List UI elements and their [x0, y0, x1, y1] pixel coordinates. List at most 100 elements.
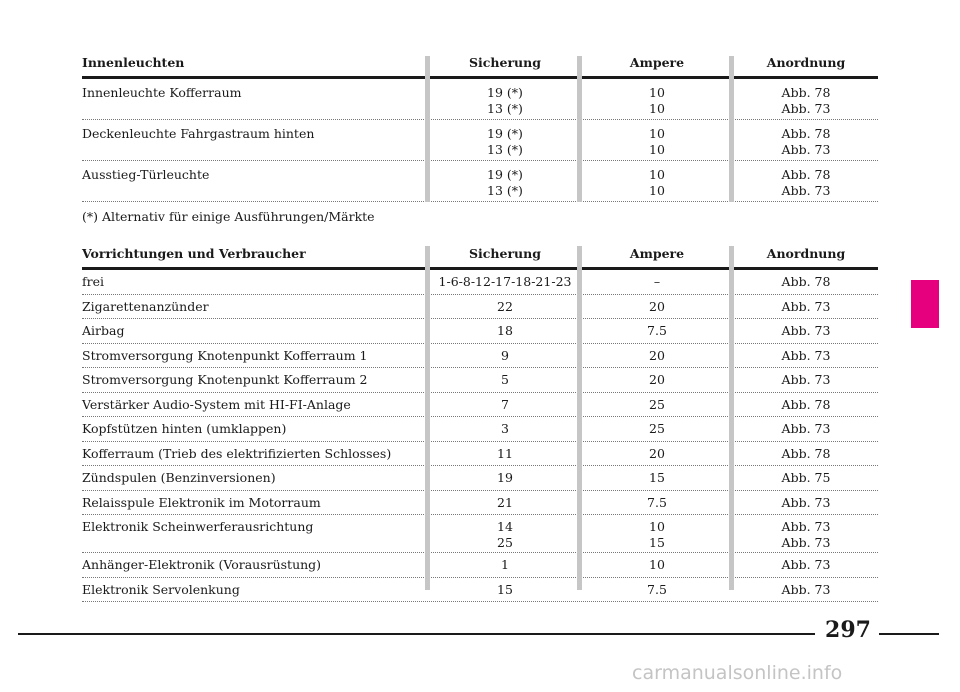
table-row: Kofferraum (Trieb des elektrifizierten S…	[82, 442, 878, 466]
ampere-value: 7.5	[647, 323, 667, 338]
interior-lights-table: Innenleuchten Sicherung Ampere Anordnung…	[82, 52, 878, 202]
ampere-value-cell: 7.5	[582, 582, 732, 598]
fuse-value-cell: 21	[430, 495, 580, 511]
location-value: Abb. 73	[781, 535, 831, 550]
ampere-value: 7.5	[647, 581, 667, 597]
location-value-cell: Abb. 78 Abb. 73	[734, 126, 878, 158]
ampere-value: 20	[649, 347, 665, 363]
ampere-value-cell: 20	[582, 372, 732, 388]
fuse-value-cell: 1	[430, 557, 580, 573]
ampere-value: 10	[649, 101, 665, 116]
fuse-value-cell: 19 (*) 13 (*)	[430, 167, 580, 199]
location-value-cell: Abb. 78	[734, 397, 878, 413]
row-label: Verstärker Audio-System mit HI-FI-Anlage	[82, 396, 351, 412]
location-value-cell: Abb. 73	[734, 582, 878, 598]
row-label: Stromversorgung Knotenpunkt Kofferraum 2	[82, 372, 368, 387]
row-label: Elektronik Servolenkung	[82, 581, 240, 597]
column-separator	[425, 56, 430, 202]
column-separator	[425, 246, 430, 590]
location-value: Abb. 73	[781, 372, 831, 387]
ampere-value: 7.5	[647, 494, 667, 510]
row-label: Relaisspule Elektronik im Motorraum	[82, 494, 321, 510]
table-row: Anhänger-Elektronik (Vorausrüstung) 1 10 Ab…	[82, 553, 878, 578]
location-value-cell: Abb. 73 Abb. 73	[734, 519, 878, 551]
location-value: Abb. 73	[781, 519, 831, 534]
fuse-value-cell: 15	[430, 582, 580, 598]
ampere-value: 15	[649, 470, 665, 485]
ampere-value: 10	[649, 519, 665, 534]
header-amp: Ampere	[629, 246, 685, 261]
fuse-value-cell: 19 (*) 13 (*)	[430, 85, 580, 117]
table-body: Innenleuchte Kofferraum 19 (*) 13 (*) 10 10 A…	[82, 79, 878, 202]
row-label: Innenleuchte Kofferraum	[82, 85, 242, 100]
table-row: Stromversorgung Knotenpunkt Kofferraum 1…	[82, 344, 878, 368]
location-value-cell: Abb. 78 Abb. 73	[734, 85, 878, 117]
row-label: Zündspulen (Benzinversionen)	[82, 470, 276, 485]
location-value-cell: Abb. 73	[734, 323, 878, 339]
fuse-value: 9	[501, 347, 509, 363]
row-label: Kopfstützen hinten (umklappen)	[82, 421, 287, 436]
ampere-value: 10	[649, 126, 665, 141]
row-label: Deckenleuchte Fahrgastraum hinten	[82, 126, 315, 141]
footer-rule	[879, 633, 939, 635]
header-fuse: Sicherung	[469, 246, 541, 261]
location-value: Abb. 73	[781, 183, 831, 198]
ampere-value-cell: 10 10	[582, 167, 732, 199]
row-label: frei	[82, 274, 104, 289]
ampere-value-cell: 25	[582, 397, 732, 413]
header-loc: Anordnung	[766, 55, 846, 70]
fuse-value-cell: 19 (*) 13 (*)	[430, 126, 580, 158]
location-value: Abb. 73	[781, 421, 831, 436]
watermark: carmanualsonline.info	[632, 662, 843, 684]
location-value: Abb. 73	[781, 347, 831, 363]
table-row: Deckenleuchte Fahrgastraum hinten 19 (*) 1…	[82, 120, 878, 161]
ampere-value-cell: 10 10	[582, 126, 732, 158]
fuse-value: 1	[501, 557, 509, 572]
column-separator	[577, 246, 582, 590]
ampere-value-cell: 20	[582, 446, 732, 462]
location-value-cell: Abb. 73	[734, 421, 878, 437]
table-row: Relaisspule Elektronik im Motorraum 21 7.5…	[82, 491, 878, 515]
fuse-value-cell: 7	[430, 397, 580, 413]
footer-rule	[18, 633, 815, 635]
fuse-value-cell: 1-6-8-12-17-18-21-23	[430, 274, 580, 290]
location-value-cell: Abb. 78	[734, 446, 878, 462]
location-value: Abb. 78	[781, 445, 831, 461]
table-row: Stromversorgung Knotenpunkt Kofferraum 2…	[82, 368, 878, 393]
ampere-value-cell: 7.5	[582, 323, 732, 339]
fuse-value-cell: 14 25	[430, 519, 580, 551]
table-row: Elektronik Servolenkung 15 7.5 Abb. 73	[82, 578, 878, 602]
fuse-value-cell: 9	[430, 348, 580, 364]
fuse-value: 11	[497, 445, 513, 461]
ampere-value: 10	[649, 183, 665, 198]
location-value: Abb. 73	[781, 142, 831, 157]
ampere-value-cell: –	[582, 274, 732, 290]
section-tab-marker	[911, 280, 939, 328]
ampere-value-cell: 15	[582, 470, 732, 486]
ampere-value-cell: 10	[582, 557, 732, 573]
ampere-value: –	[653, 274, 661, 289]
page-number: 297	[825, 617, 871, 643]
ampere-value: 20	[649, 372, 665, 387]
fuse-value: 15	[497, 581, 513, 597]
fuse-value: 7	[501, 396, 509, 412]
fuse-value-cell: 11	[430, 446, 580, 462]
fuse-value: 21	[497, 494, 513, 510]
table-row: Innenleuchte Kofferraum 19 (*) 13 (*) 10 10 A…	[82, 79, 878, 120]
row-label: Elektronik Scheinwerferausrichtung	[82, 519, 314, 534]
location-value-cell: Abb. 73	[734, 348, 878, 364]
row-label: Zigarettenanzünder	[82, 298, 209, 314]
table-row: Elektronik Scheinwerferausrichtung 14 25 10…	[82, 515, 878, 553]
header-name: Innenleuchten	[82, 55, 185, 70]
column-separator	[577, 56, 582, 202]
fuse-value: 14	[497, 519, 513, 534]
location-value: Abb. 78	[781, 396, 831, 412]
row-label: Kofferraum (Trieb des elektrifizierten S…	[82, 445, 392, 461]
table-row: Zigarettenanzünder 22 20 Abb. 73	[82, 295, 878, 319]
fuse-value: 18	[497, 323, 513, 338]
table-header: Innenleuchten Sicherung Ampere Anordnung	[82, 52, 878, 79]
location-value-cell: Abb. 78	[734, 274, 878, 290]
row-label: Stromversorgung Knotenpunkt Kofferraum 1	[82, 347, 368, 363]
location-value: Abb. 78	[781, 167, 831, 182]
ampere-value: 20	[649, 445, 665, 461]
